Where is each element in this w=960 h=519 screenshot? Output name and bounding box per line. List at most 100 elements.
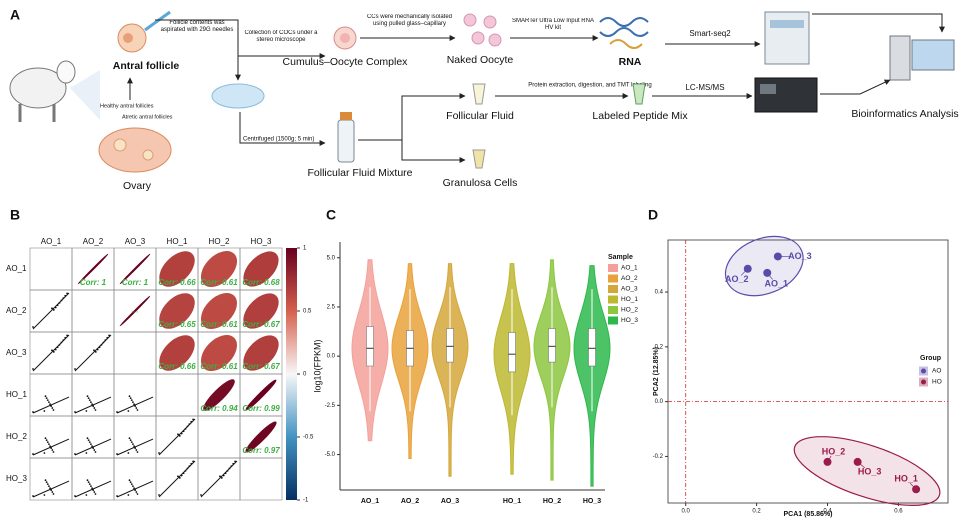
scatter-point [108, 334, 111, 337]
scatter-point [32, 368, 34, 370]
legend-label: HO_2 [621, 307, 638, 314]
corr-label: Corr: 1 [132, 312, 139, 314]
scatter-point [219, 475, 221, 478]
scatter-point [62, 339, 65, 341]
corr-label: Corr: 0.67 [242, 362, 280, 371]
scatter-fit [74, 334, 112, 372]
scatter-point [130, 399, 133, 402]
scatter-point [74, 411, 76, 413]
scatter-point [86, 437, 89, 440]
scatter-point [49, 445, 51, 447]
tube-icon [337, 119, 355, 163]
scatter-point [186, 467, 189, 470]
scatter-point [87, 481, 90, 484]
scatter-point [86, 395, 89, 398]
legend-label: AO [932, 368, 941, 375]
scatter-fit [32, 480, 70, 498]
corr-ellipse [200, 334, 238, 372]
corr-ellipse [119, 295, 151, 327]
scatter-point [116, 495, 118, 497]
cell [239, 457, 283, 501]
cell [113, 373, 157, 417]
rna-icon [609, 39, 643, 49]
scatter-point [51, 307, 53, 310]
row-label: AO_2 [6, 306, 27, 315]
x-tick-label: HO_2 [543, 498, 561, 505]
scatter-fit [116, 438, 154, 456]
scatter-point [188, 423, 191, 425]
group-ellipse [793, 436, 941, 506]
scatter-point [234, 460, 237, 463]
follicle-icon [123, 33, 133, 43]
panel-label: B [10, 207, 20, 223]
scatter-point [49, 487, 51, 489]
charts: B AO_1 AO_1 AO_2 AO_2 AO_3 AO_3 HO_1 HO_1 HO_2 HO_… [6, 207, 949, 518]
scatter-point [132, 485, 134, 488]
scatter-point [96, 348, 99, 351]
scatter-point [188, 465, 191, 467]
point-label: AO_2 [725, 274, 749, 284]
scatter-point [85, 410, 88, 412]
x-tick-label: 0.6 [894, 509, 903, 515]
scatter-point [92, 405, 95, 407]
scatter-point [60, 341, 63, 344]
scatter-point [102, 341, 105, 344]
ovary-icon [113, 138, 127, 152]
scatter-point [43, 410, 46, 412]
row-label: HO_3 [6, 474, 27, 483]
corr-label: Corr: 0.68 [242, 278, 280, 287]
y-tick-label: 0.0 [327, 354, 336, 360]
colorbar-tick-label: -0.5 [303, 435, 314, 441]
scatter-point [136, 451, 139, 453]
scatter-point [43, 494, 46, 496]
corr-ellipse [77, 253, 109, 285]
scatter-point [128, 395, 131, 398]
column-label: HO_2 [209, 237, 230, 246]
scatter-point [45, 439, 48, 442]
ovary-icon [98, 127, 172, 173]
scatter-fit [116, 396, 154, 414]
y-axis-label: PCA2 (12.85%) [653, 347, 660, 396]
arrow [155, 19, 241, 81]
legend-label: HO_3 [621, 317, 638, 324]
corr-label: Corr: 1 [122, 278, 149, 287]
scatter-point [86, 479, 89, 482]
scatter-point [220, 477, 223, 479]
scatter-point [135, 491, 138, 493]
scatter-point [133, 403, 135, 405]
y-tick-label: 0.2 [655, 344, 664, 350]
scatter-point [51, 491, 54, 493]
scatter-point [48, 401, 50, 404]
scatter-fit [32, 438, 70, 456]
scatter-point [93, 407, 96, 409]
box [366, 326, 374, 367]
legend-label: HO [932, 379, 942, 386]
scatter-point [134, 405, 137, 407]
legend-label: AO_2 [621, 275, 638, 282]
scatter-point [50, 447, 53, 449]
scatter-point [128, 437, 131, 440]
group-ellipse [724, 235, 804, 297]
scatter-point [94, 451, 97, 453]
panel-label: C [326, 207, 336, 223]
step-note: CCs were mechanically isolated using pul… [367, 14, 452, 27]
panel-label: D [648, 207, 658, 223]
cell [113, 331, 157, 375]
arrow [820, 79, 891, 95]
scatter-point [129, 397, 132, 400]
scatter-point [88, 441, 91, 444]
tube-icon [340, 112, 352, 120]
x-tick-label: HO_1 [503, 498, 521, 505]
colorbar-tick-label: 0.5 [303, 309, 312, 315]
legend-title: Sample [608, 254, 633, 261]
scatter-point [44, 437, 47, 440]
scatter-point [66, 334, 69, 337]
scatter-point [85, 494, 88, 496]
scatter-point [52, 493, 55, 495]
corr-ellipse [200, 250, 238, 288]
scatter-point [51, 349, 53, 352]
oocyte-icon [463, 13, 502, 47]
scatter-fit [74, 396, 112, 414]
scatter-point [180, 474, 183, 477]
scatter-point [60, 299, 63, 302]
